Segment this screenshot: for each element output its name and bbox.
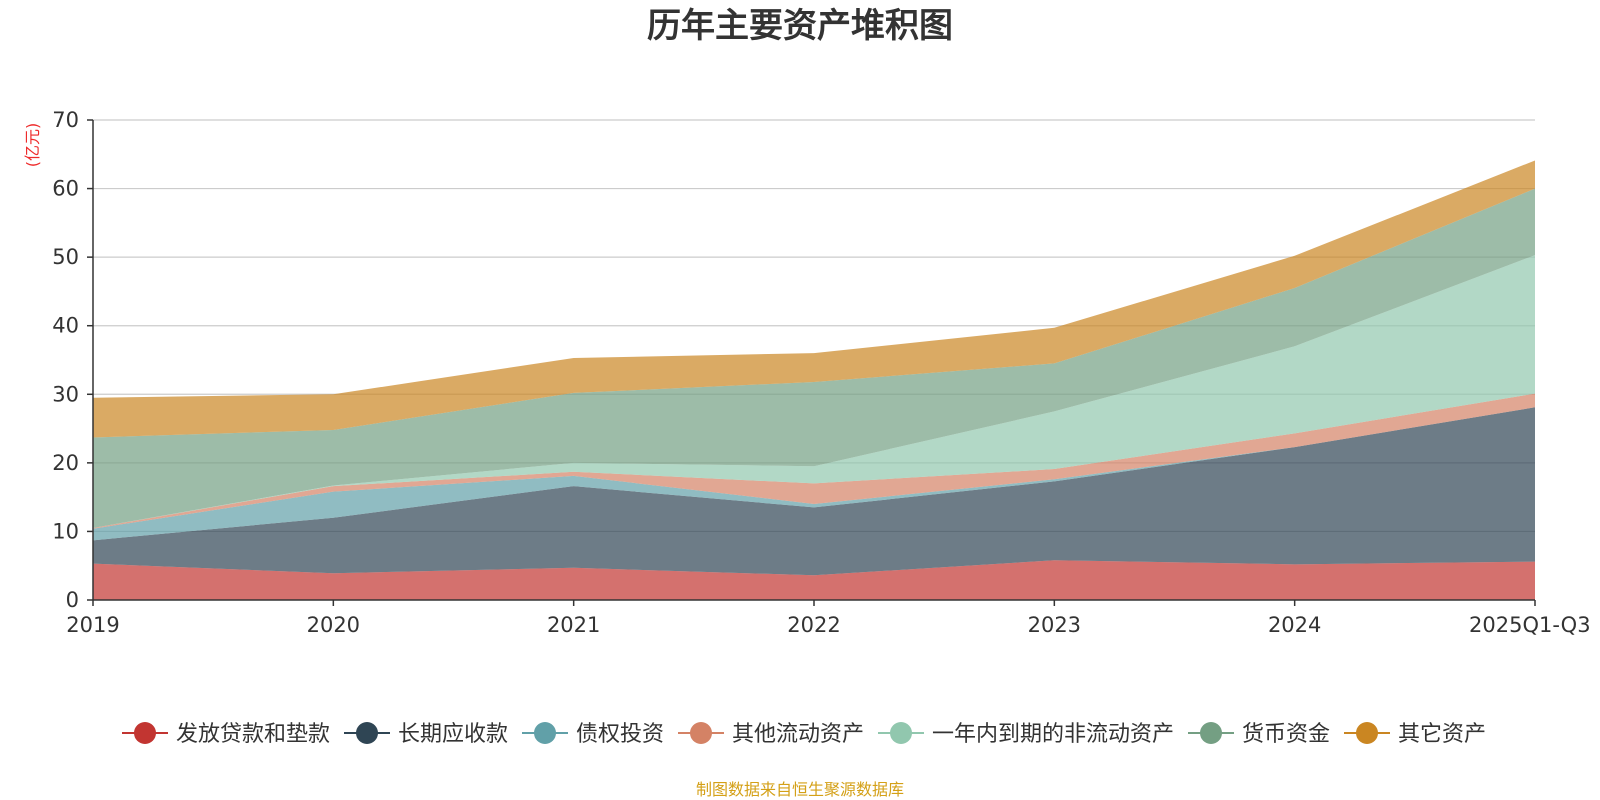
legend-label: 货币资金 [1242, 722, 1330, 747]
x-tick-label: 2023 [1028, 613, 1081, 637]
legend-label: 其它资产 [1398, 722, 1486, 747]
x-tick-label: 2025Q1-Q3 [1469, 613, 1591, 637]
legend-item-2[interactable]: 债权投资 [522, 722, 664, 747]
legend-marker-icon [134, 722, 156, 744]
legend-label: 发放贷款和垫款 [176, 722, 330, 747]
legend-marker-icon [890, 722, 912, 744]
y-tick-label: 40 [52, 314, 79, 338]
x-tick-label: 2024 [1268, 613, 1321, 637]
legend-marker-icon [1200, 722, 1222, 744]
legend-label: 一年内到期的非流动资产 [932, 722, 1174, 747]
x-axis-ticks: 2019 2020 2021 2022 2023 2024 2025Q1-Q3 [66, 600, 1591, 637]
y-tick-label: 10 [52, 519, 79, 543]
legend-label: 债权投资 [576, 722, 664, 747]
data-source-note: 制图数据来自恒生聚源数据库 [696, 780, 904, 799]
area-series-6 [93, 160, 1535, 438]
area-series-3 [93, 393, 1535, 529]
legend-item-0[interactable]: 发放贷款和垫款 [122, 722, 330, 747]
legend-item-3[interactable]: 其他流动资产 [678, 722, 864, 747]
legend-marker-icon [356, 722, 378, 744]
y-axis-ticks: 0 10 20 30 40 50 60 70 [52, 108, 93, 612]
legend-item-6[interactable]: 其它资产 [1344, 722, 1486, 747]
y-tick-label: 50 [52, 245, 79, 269]
x-tick-label: 2020 [307, 613, 360, 637]
legend: 发放贷款和垫款 长期应收款 债权投资 其他流动资产 一年内到期的非流动资产 货币资金 其它资… [122, 722, 1486, 747]
y-tick-label: 30 [52, 382, 79, 406]
x-tick-label: 2021 [547, 613, 600, 637]
legend-label: 其他流动资产 [732, 722, 864, 747]
legend-item-4[interactable]: 一年内到期的非流动资产 [878, 722, 1174, 747]
legend-marker-icon [534, 722, 556, 744]
y-tick-label: 70 [52, 108, 79, 132]
legend-label: 长期应收款 [398, 722, 508, 747]
y-axis-unit-label: (亿元) [23, 123, 42, 168]
legend-item-5[interactable]: 货币资金 [1188, 722, 1330, 747]
area-series-group [93, 160, 1535, 600]
legend-marker-icon [690, 722, 712, 744]
area-series-5 [93, 188, 1535, 528]
chart-title: 历年主要资产堆积图 [647, 6, 953, 46]
legend-marker-icon [1356, 722, 1378, 744]
y-tick-label: 20 [52, 451, 79, 475]
legend-item-1[interactable]: 长期应收款 [344, 722, 508, 747]
y-tick-label: 60 [52, 177, 79, 201]
x-tick-label: 2022 [787, 613, 840, 637]
area-series-0 [93, 560, 1535, 600]
area-series-4 [93, 255, 1535, 528]
x-tick-label: 2019 [66, 613, 119, 637]
area-series-1 [93, 407, 1535, 576]
y-tick-label: 0 [66, 588, 79, 612]
